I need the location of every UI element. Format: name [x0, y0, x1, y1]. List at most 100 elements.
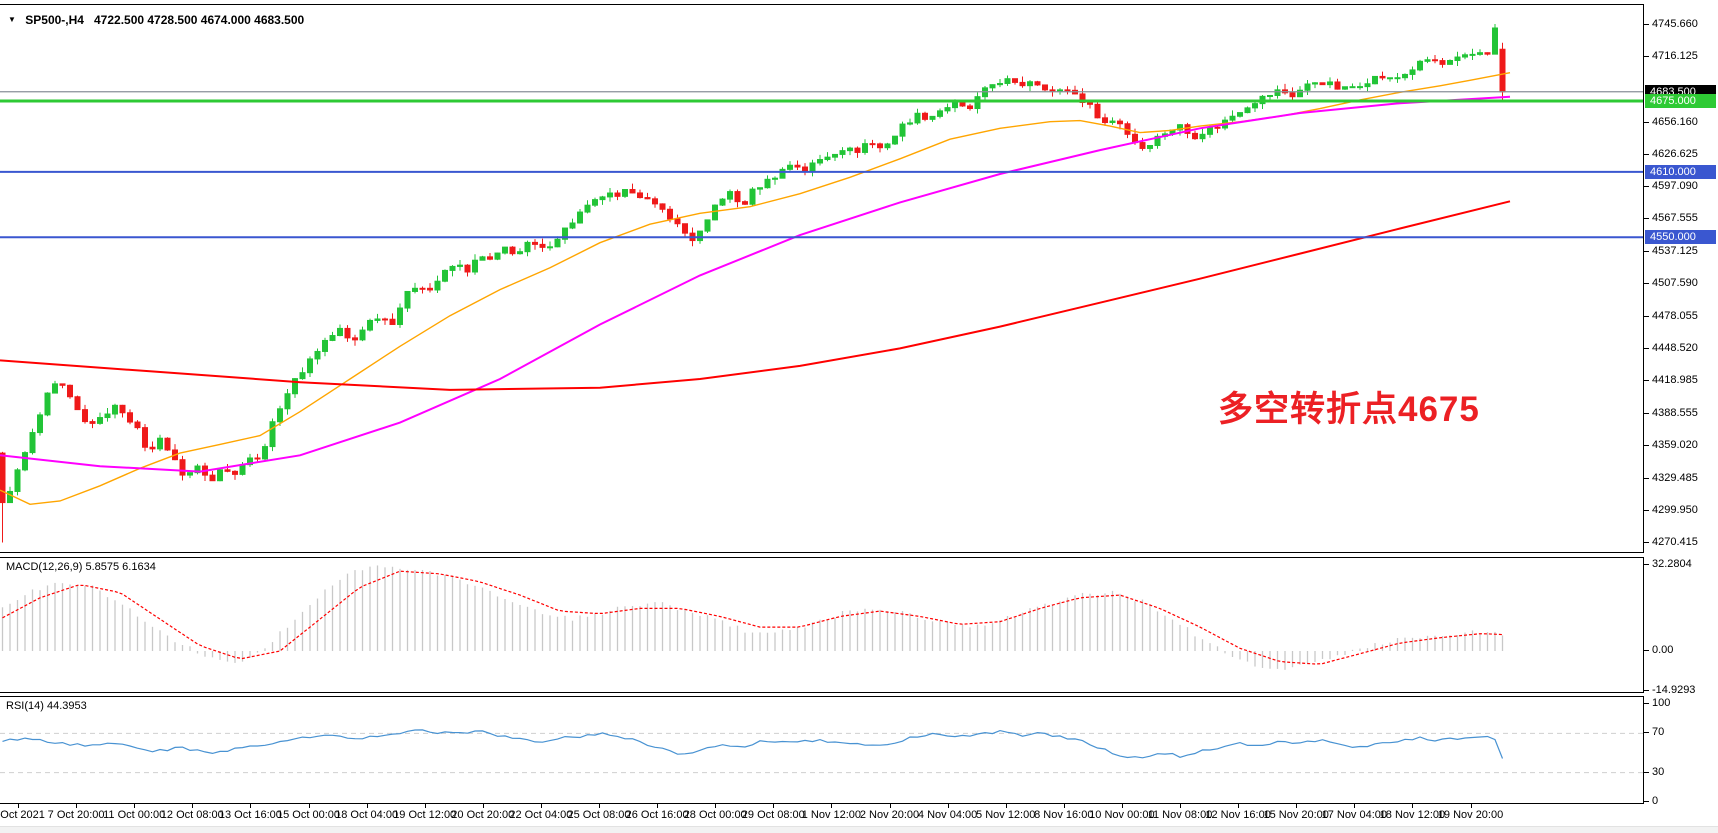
candle-body — [389, 318, 396, 325]
candle-body — [247, 457, 253, 466]
window-bottom-strip — [0, 826, 1718, 833]
candle-body — [1387, 77, 1393, 80]
time-tick — [1121, 804, 1123, 808]
candle-body — [659, 203, 666, 210]
collapse-triangle-icon[interactable]: ▼ — [8, 15, 16, 24]
price-tick-label: 4329.485 — [1652, 471, 1698, 484]
time-tick-label: 20 Oct 20:00 — [451, 809, 515, 821]
candle-body — [1042, 84, 1048, 91]
time-tick — [947, 804, 949, 808]
candle-body — [314, 350, 321, 360]
candle-body — [427, 287, 433, 291]
candle-body — [802, 166, 808, 172]
candle-body — [607, 192, 613, 198]
candle-body — [1469, 53, 1476, 56]
candle-body — [262, 446, 268, 460]
time-tick-label: 12 Nov 16:00 — [1205, 809, 1271, 821]
axis-tick — [1644, 413, 1649, 415]
axis-tick — [1644, 56, 1649, 58]
candle-body — [329, 335, 336, 341]
candle-body — [149, 446, 156, 450]
candle-body — [959, 101, 966, 107]
time-tick — [1180, 804, 1181, 808]
candle-body — [1019, 81, 1026, 87]
candle-body — [1057, 89, 1063, 92]
candle-body — [764, 178, 771, 189]
rsi-tick-label: 0 — [1652, 795, 1659, 807]
time-tick — [250, 804, 252, 808]
time-tick-label: 19 Oct 12:00 — [393, 809, 457, 821]
candle-body — [97, 417, 103, 424]
macd-indicator-label: MACD(12,26,9) 5.8575 6.1634 — [6, 561, 156, 573]
candle-body — [239, 464, 246, 475]
candle-body — [824, 156, 831, 161]
macd-tick-label: -14.9293 — [1652, 683, 1696, 696]
candle-body — [292, 378, 298, 395]
candle-body — [217, 469, 223, 482]
candle-body — [404, 290, 411, 309]
candle-body — [464, 264, 471, 273]
rsi-panel[interactable] — [0, 696, 1644, 804]
candle-body — [922, 112, 928, 120]
candle-body — [839, 150, 846, 155]
price-tick-label: 4270.415 — [1652, 536, 1698, 549]
candle-body — [509, 246, 516, 255]
rsi-tick-label: 100 — [1652, 697, 1671, 709]
rsi-indicator-label: RSI(14) 44.3953 — [6, 700, 87, 712]
time-tick-label: 15 Oct 00:00 — [277, 809, 340, 821]
time-tick — [76, 804, 78, 808]
time-tick-label: 25 Oct 08:00 — [567, 809, 631, 821]
time-tick-label: 2 Nov 20:00 — [859, 809, 920, 821]
price-tick-label: 4299.950 — [1652, 503, 1698, 516]
price-tick-label: 4478.055 — [1652, 309, 1698, 322]
rsi-line — [2, 729, 1504, 759]
candle-body — [517, 251, 523, 255]
main-chart-panel[interactable] — [0, 4, 1644, 553]
candle-body — [299, 372, 306, 380]
candle-body — [854, 147, 861, 153]
candle-body — [1454, 56, 1461, 62]
level-badge-4550: 4550.000 — [1645, 230, 1716, 245]
candle-body — [442, 269, 448, 282]
candle-body — [674, 218, 681, 225]
time-tick-label: 15 Nov 20:00 — [1263, 809, 1329, 821]
candle-body — [1087, 101, 1093, 105]
candlestick-chart[interactable] — [0, 5, 1643, 552]
candle-body — [127, 412, 133, 423]
time-tick — [540, 804, 542, 808]
macd-panel[interactable] — [0, 557, 1644, 693]
candle-body — [667, 208, 673, 220]
candle-body — [712, 204, 718, 221]
candle-body — [914, 112, 921, 124]
candle-body — [1252, 103, 1258, 109]
time-tick-label: 8 Nov 16:00 — [1034, 809, 1094, 821]
candle-body — [809, 162, 816, 172]
time-tick-label: 18 Oct 04:00 — [335, 809, 399, 821]
candle-body — [1462, 54, 1468, 58]
candle-body — [1049, 89, 1056, 92]
candle-body — [757, 187, 763, 190]
candle-body — [749, 188, 756, 205]
candle-body — [194, 465, 201, 474]
axis-tick — [1644, 121, 1649, 123]
candle-body — [1034, 81, 1041, 86]
macd-chart[interactable] — [0, 558, 1643, 692]
price-tick-label: 4537.125 — [1652, 245, 1698, 258]
rsi-chart[interactable] — [0, 697, 1643, 803]
candle-body — [1289, 92, 1296, 98]
candle-body — [847, 147, 853, 152]
candle-body — [772, 177, 778, 180]
time-tick — [1412, 804, 1414, 808]
candle-body — [637, 192, 643, 199]
price-tick-label: 4448.520 — [1652, 341, 1698, 354]
time-tick — [1005, 804, 1007, 808]
candle-body — [937, 110, 943, 117]
candle-body — [682, 223, 688, 234]
candle-body — [254, 457, 261, 460]
candle-body — [727, 191, 733, 200]
candle-body — [1192, 132, 1198, 140]
candle-body — [52, 383, 58, 394]
price-axis[interactable]: 4745.660 4716.125 4656.160 4626.625 4597.090… — [1644, 0, 1718, 833]
